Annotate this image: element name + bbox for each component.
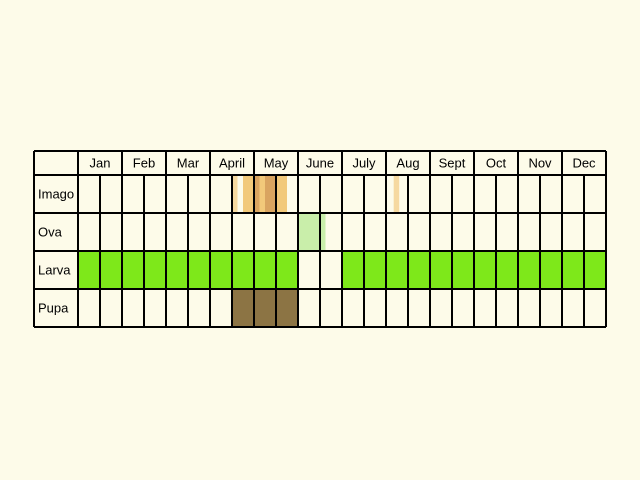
month-label: July (352, 156, 376, 171)
imago-period-fill (232, 175, 238, 213)
imago-period-fill (259, 175, 265, 213)
month-label: Jan (90, 156, 111, 171)
month-label: April (219, 156, 245, 171)
month-label: Nov (528, 156, 552, 171)
grid-lines (33, 150, 607, 328)
month-label: Dec (572, 156, 596, 171)
imago-period-fill (276, 175, 287, 213)
stage-labels: Imago Ova Larva Pupa (38, 187, 74, 316)
month-label: Mar (177, 156, 200, 171)
stage-label: Larva (38, 263, 71, 278)
month-label: Sept (439, 156, 466, 171)
imago-period-fill (243, 175, 254, 213)
month-label: Aug (396, 156, 419, 171)
month-label: Oct (486, 156, 507, 171)
imago-period-fill (393, 175, 400, 213)
ova-period-fill (298, 213, 326, 251)
month-label: June (306, 156, 334, 171)
stage-label: Imago (38, 187, 74, 202)
month-label: May (264, 156, 289, 171)
month-header: Jan Feb Mar April May June July Aug Sept Oct Nov De… (90, 156, 597, 171)
month-label: Feb (133, 156, 155, 171)
imago-period-fill (254, 175, 260, 213)
pupa-period-fill (232, 289, 298, 327)
stage-label: Pupa (38, 301, 69, 316)
stage-label: Ova (38, 225, 63, 240)
imago-period-fill (265, 175, 276, 213)
